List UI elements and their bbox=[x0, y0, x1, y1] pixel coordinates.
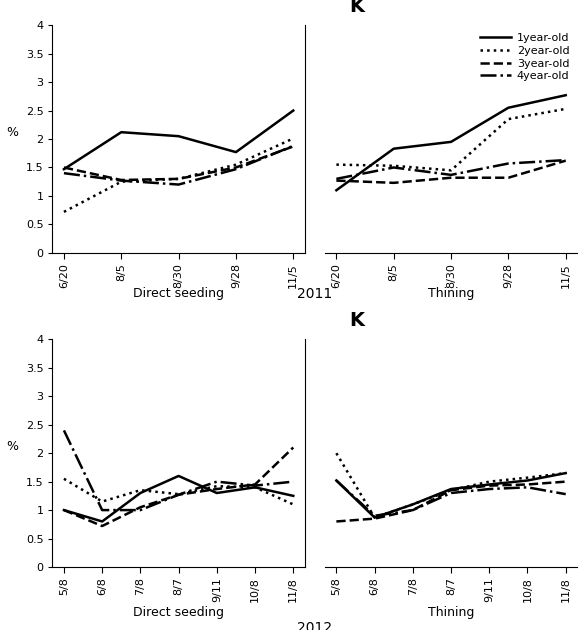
3year-old bbox=[562, 157, 569, 164]
4year-old bbox=[562, 156, 569, 164]
3year-old bbox=[505, 174, 512, 181]
1year-old bbox=[448, 138, 455, 146]
Text: K: K bbox=[349, 311, 364, 330]
1year-old bbox=[562, 91, 569, 99]
Line: 4year-old: 4year-old bbox=[336, 160, 566, 179]
4year-old bbox=[448, 171, 455, 179]
1year-old bbox=[390, 145, 397, 152]
4year-old bbox=[333, 175, 340, 183]
Y-axis label: %: % bbox=[6, 440, 18, 453]
Text: 2012: 2012 bbox=[297, 621, 332, 630]
Text: Thining: Thining bbox=[428, 606, 474, 619]
Text: 2011: 2011 bbox=[297, 287, 332, 302]
Text: Thining: Thining bbox=[428, 287, 474, 301]
2year-old bbox=[505, 115, 512, 123]
3year-old bbox=[448, 174, 455, 181]
2year-old bbox=[333, 161, 340, 168]
1year-old bbox=[333, 186, 340, 194]
2year-old bbox=[390, 162, 397, 169]
2year-old bbox=[448, 166, 455, 174]
Legend: 1year-old, 2year-old, 3year-old, 4year-old: 1year-old, 2year-old, 3year-old, 4year-o… bbox=[478, 31, 571, 84]
Line: 1year-old: 1year-old bbox=[336, 95, 566, 190]
Y-axis label: %: % bbox=[6, 126, 18, 139]
Text: Direct seeding: Direct seeding bbox=[133, 606, 224, 619]
Line: 3year-old: 3year-old bbox=[336, 161, 566, 183]
3year-old bbox=[333, 177, 340, 185]
4year-old bbox=[505, 160, 512, 168]
1year-old bbox=[505, 104, 512, 112]
4year-old bbox=[390, 164, 397, 171]
Text: Direct seeding: Direct seeding bbox=[133, 287, 224, 301]
3year-old bbox=[390, 179, 397, 186]
Text: K: K bbox=[349, 0, 364, 16]
2year-old bbox=[562, 105, 569, 113]
Line: 2year-old: 2year-old bbox=[336, 109, 566, 170]
